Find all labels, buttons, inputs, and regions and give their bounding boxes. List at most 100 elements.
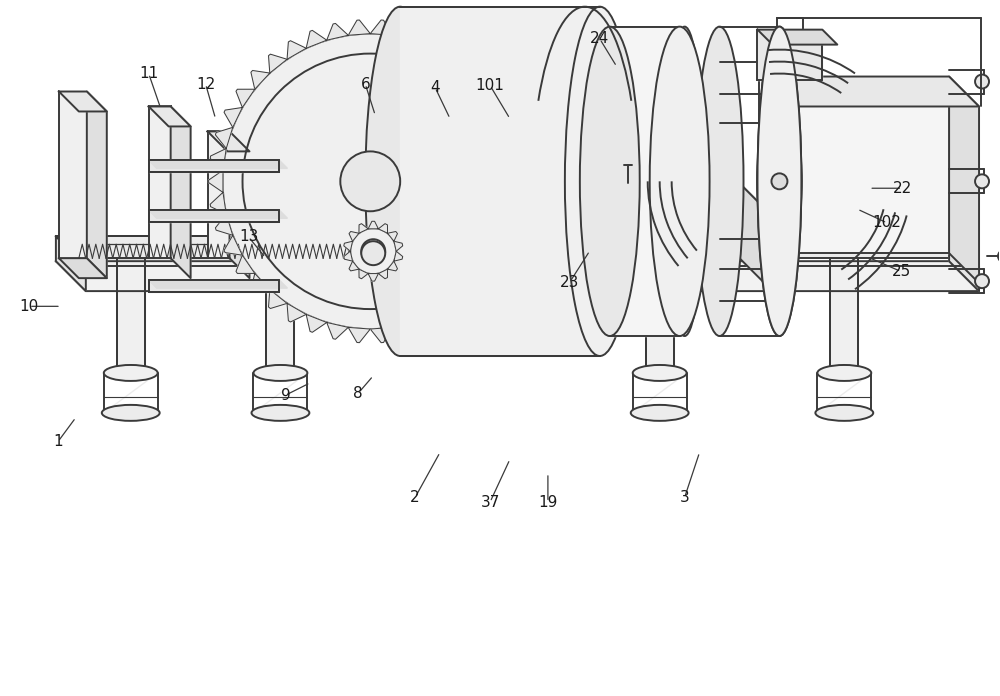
Circle shape: [350, 228, 396, 274]
Polygon shape: [236, 89, 255, 107]
Polygon shape: [759, 77, 949, 253]
Polygon shape: [392, 322, 414, 339]
Ellipse shape: [104, 365, 158, 381]
Polygon shape: [327, 322, 348, 339]
Ellipse shape: [696, 26, 744, 336]
Polygon shape: [633, 373, 687, 413]
Text: 101: 101: [476, 78, 504, 93]
Text: 11: 11: [139, 66, 158, 81]
Ellipse shape: [253, 365, 307, 381]
Bar: [149, 106, 171, 258]
Ellipse shape: [650, 26, 710, 336]
Bar: [117, 258, 145, 373]
Ellipse shape: [757, 26, 801, 336]
Polygon shape: [56, 236, 86, 291]
Polygon shape: [414, 31, 434, 48]
Bar: [149, 160, 279, 173]
Polygon shape: [560, 183, 769, 213]
Polygon shape: [514, 192, 530, 214]
Polygon shape: [471, 274, 490, 292]
Text: 37: 37: [480, 495, 500, 509]
Polygon shape: [59, 91, 107, 111]
Ellipse shape: [251, 405, 309, 421]
Polygon shape: [209, 171, 223, 192]
Polygon shape: [266, 258, 294, 373]
Text: 6: 6: [360, 77, 370, 92]
Text: 102: 102: [873, 216, 902, 230]
Polygon shape: [251, 274, 270, 292]
Circle shape: [361, 239, 385, 263]
Polygon shape: [420, 183, 560, 213]
Polygon shape: [359, 223, 368, 233]
Polygon shape: [757, 30, 822, 79]
Ellipse shape: [817, 365, 871, 381]
Text: 23: 23: [560, 274, 580, 290]
Polygon shape: [378, 269, 388, 278]
Polygon shape: [349, 232, 359, 242]
Polygon shape: [740, 183, 769, 288]
Polygon shape: [59, 258, 107, 278]
Bar: [757, 30, 822, 79]
Polygon shape: [171, 106, 191, 278]
Polygon shape: [210, 192, 226, 214]
Polygon shape: [498, 107, 516, 127]
Circle shape: [361, 242, 385, 265]
Polygon shape: [514, 148, 530, 171]
Polygon shape: [610, 26, 680, 336]
Bar: [759, 77, 949, 253]
Ellipse shape: [633, 365, 687, 381]
Ellipse shape: [771, 173, 787, 189]
Bar: [420, 183, 530, 258]
Polygon shape: [420, 183, 530, 258]
Polygon shape: [560, 183, 740, 258]
Text: 13: 13: [239, 230, 258, 244]
Bar: [208, 132, 230, 258]
Polygon shape: [434, 41, 453, 59]
Text: 19: 19: [538, 495, 558, 509]
Polygon shape: [349, 261, 359, 271]
Text: 22: 22: [893, 181, 912, 196]
Polygon shape: [253, 373, 307, 413]
Ellipse shape: [757, 93, 801, 269]
Bar: [830, 258, 858, 373]
Polygon shape: [530, 183, 560, 288]
Polygon shape: [208, 132, 230, 258]
Polygon shape: [471, 70, 490, 89]
Polygon shape: [117, 258, 145, 373]
Polygon shape: [215, 214, 233, 235]
Polygon shape: [434, 303, 453, 322]
Polygon shape: [344, 251, 353, 261]
Polygon shape: [149, 160, 279, 173]
Polygon shape: [215, 127, 233, 148]
Text: 1: 1: [53, 434, 63, 450]
Text: 9: 9: [281, 388, 290, 403]
Polygon shape: [508, 127, 525, 148]
Polygon shape: [817, 373, 871, 413]
Circle shape: [223, 33, 518, 329]
Polygon shape: [87, 91, 107, 278]
Polygon shape: [149, 280, 279, 292]
Text: 10: 10: [19, 299, 39, 314]
Polygon shape: [757, 30, 837, 45]
Polygon shape: [646, 258, 674, 373]
Ellipse shape: [365, 7, 435, 356]
Polygon shape: [508, 214, 525, 235]
Polygon shape: [453, 54, 472, 73]
Polygon shape: [344, 242, 353, 251]
Polygon shape: [149, 106, 191, 127]
Ellipse shape: [631, 405, 689, 421]
Polygon shape: [56, 261, 979, 291]
Polygon shape: [486, 89, 505, 107]
Ellipse shape: [757, 61, 801, 301]
Bar: [266, 258, 294, 373]
Ellipse shape: [580, 26, 640, 336]
Bar: [59, 91, 87, 258]
Bar: [560, 183, 740, 258]
Polygon shape: [210, 148, 226, 171]
Text: 3: 3: [680, 490, 690, 505]
Polygon shape: [230, 132, 250, 278]
Ellipse shape: [102, 405, 160, 421]
Polygon shape: [287, 41, 306, 59]
Polygon shape: [759, 77, 979, 106]
Circle shape: [975, 74, 989, 88]
